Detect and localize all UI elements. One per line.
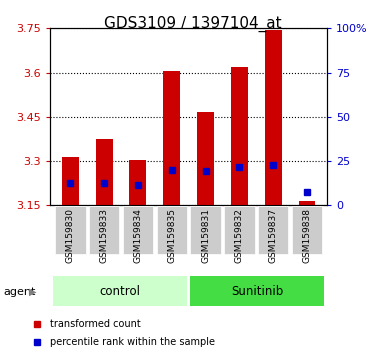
Text: GSM159834: GSM159834	[134, 208, 142, 263]
FancyBboxPatch shape	[190, 276, 324, 306]
Text: percentile rank within the sample: percentile rank within the sample	[50, 337, 216, 347]
Bar	[197, 112, 214, 205]
Bar	[298, 201, 315, 205]
Bar	[129, 160, 146, 205]
Text: GSM159837: GSM159837	[269, 208, 278, 263]
Bar	[265, 30, 281, 205]
Bar	[96, 139, 112, 205]
FancyBboxPatch shape	[258, 206, 288, 254]
Text: GSM159830: GSM159830	[66, 208, 75, 263]
Text: control: control	[100, 285, 141, 298]
Text: GSM159838: GSM159838	[303, 208, 311, 263]
FancyBboxPatch shape	[123, 206, 153, 254]
FancyBboxPatch shape	[190, 206, 221, 254]
Text: GSM159835: GSM159835	[167, 208, 176, 263]
Text: GSM159832: GSM159832	[235, 208, 244, 263]
Text: GDS3109 / 1397104_at: GDS3109 / 1397104_at	[104, 16, 281, 32]
FancyBboxPatch shape	[224, 206, 254, 254]
FancyBboxPatch shape	[55, 206, 85, 254]
Text: transformed count: transformed count	[50, 319, 141, 329]
FancyBboxPatch shape	[157, 206, 187, 254]
Text: GSM159831: GSM159831	[201, 208, 210, 263]
Text: ▶: ▶	[29, 287, 36, 297]
Text: GSM159833: GSM159833	[100, 208, 109, 263]
Bar	[231, 67, 248, 205]
Bar	[163, 71, 180, 205]
FancyBboxPatch shape	[89, 206, 119, 254]
FancyBboxPatch shape	[292, 206, 322, 254]
Bar	[62, 156, 79, 205]
Text: Sunitinib: Sunitinib	[231, 285, 283, 298]
Text: agent: agent	[4, 287, 36, 297]
FancyBboxPatch shape	[54, 276, 187, 306]
